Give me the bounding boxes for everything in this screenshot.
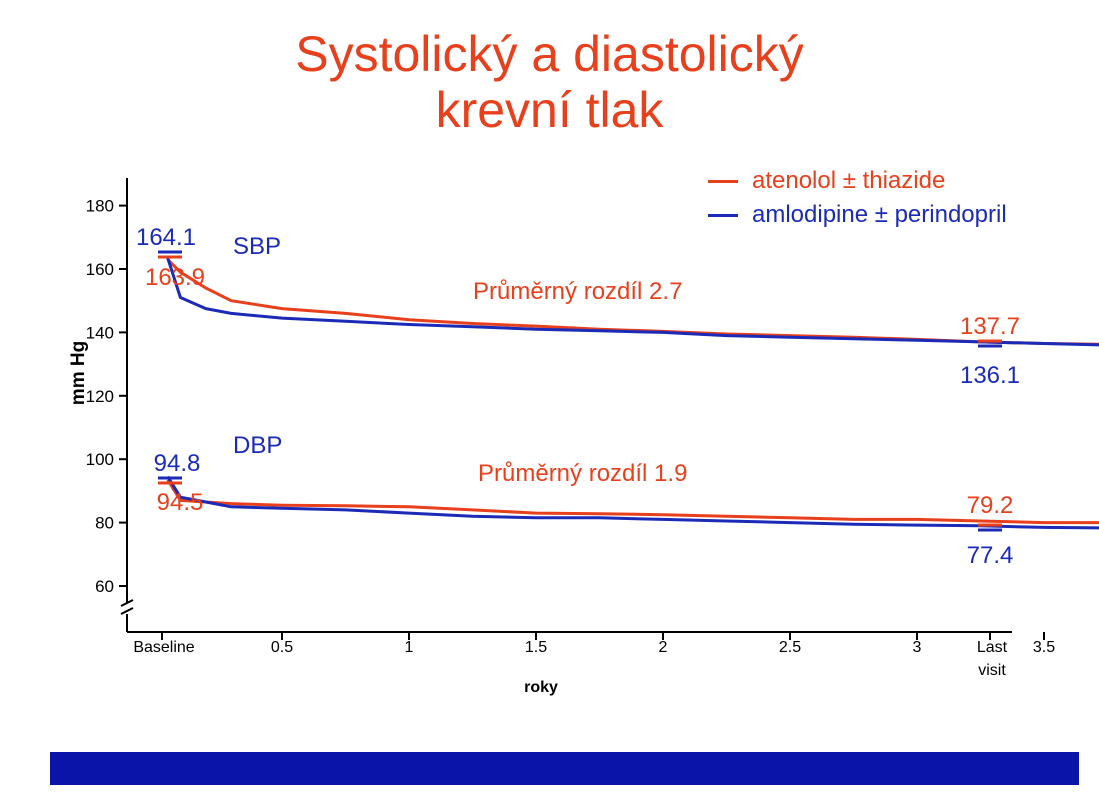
baseline-dbp-amlodipine-label: 94.8	[154, 450, 201, 477]
last-visit-sbp-atenolol-label: 137.7	[960, 313, 1020, 340]
y-tick-label: 80	[95, 514, 114, 533]
y-axis-break-mark	[120, 599, 134, 615]
chart-title-line-2: krevní tlak	[435, 82, 664, 138]
series-line-dbp-amlodipine	[166, 475, 1099, 530]
legend-swatch-amlodipine	[708, 213, 738, 217]
legend-label-atenolol: atenolol ± thiazide	[752, 167, 946, 194]
y-tick-label: 60	[95, 577, 114, 596]
legend-label-amlodipine: amlodipine ± perindopril	[752, 201, 1007, 228]
bottom-bar	[50, 752, 1079, 785]
legend-item-atenolol: atenolol ± thiazide	[708, 164, 1007, 198]
y-axis-label: mm Hg	[68, 341, 89, 405]
y-tick-label: 100	[86, 450, 114, 469]
x-tick-label: 2.5	[779, 639, 801, 656]
x-tick-label: 0.5	[271, 639, 293, 656]
baseline-sbp-atenolol-label: 163.9	[145, 264, 205, 291]
legend-item-amlodipine: amlodipine ± perindopril	[708, 198, 1007, 232]
y-tick-label: 160	[86, 260, 114, 279]
series-line-dbp-atenolol	[166, 479, 1099, 525]
blood-pressure-chart: 180 160 140 120 100 80 60 mm Hg Baseline 0.5 1 1.5 2…	[68, 178, 1099, 696]
dbp-label: DBP	[233, 432, 282, 459]
x-tick-label: 3.5	[1033, 639, 1055, 656]
x-tick-label: 3	[913, 639, 922, 656]
y-tick-label: 140	[86, 323, 114, 342]
legend-swatch-atenolol	[708, 179, 738, 183]
sbp-label: SBP	[233, 233, 281, 260]
legend: atenolol ± thiazide amlodipine ± perindo…	[708, 164, 1007, 232]
last-visit-dbp-atenolol-label: 79.2	[967, 492, 1014, 519]
last-visit-sbp-amlodipine-label: 136.1	[960, 362, 1020, 389]
series-line-sbp-atenolol	[166, 258, 1099, 346]
x-tick-label: 1.5	[525, 639, 547, 656]
chart-title: Systolický a diastolický krevní tlak	[0, 26, 1099, 138]
series-line-sbp-amlodipine	[166, 257, 1099, 347]
baseline-sbp-amlodipine-label: 164.1	[136, 224, 196, 251]
y-tick-label: 120	[86, 387, 114, 406]
y-tick-label: 180	[86, 197, 114, 216]
chart-title-line-1: Systolický a diastolický	[295, 26, 804, 82]
x-tick-label-last: Last	[977, 639, 1008, 656]
x-tick-label-visit: visit	[978, 662, 1006, 679]
x-axis-label: roky	[524, 679, 558, 696]
dbp-mean-difference-label: Průměrný rozdíl 1.9	[478, 460, 687, 487]
sbp-mean-difference-label: Průměrný rozdíl 2.7	[473, 278, 682, 305]
x-tick-label: 2	[659, 639, 668, 656]
x-tick-label-baseline: Baseline	[133, 639, 194, 656]
x-tick-label: 1	[405, 639, 414, 656]
baseline-dbp-atenolol-label: 94.5	[157, 489, 204, 516]
last-visit-dbp-amlodipine-label: 77.4	[967, 542, 1014, 569]
